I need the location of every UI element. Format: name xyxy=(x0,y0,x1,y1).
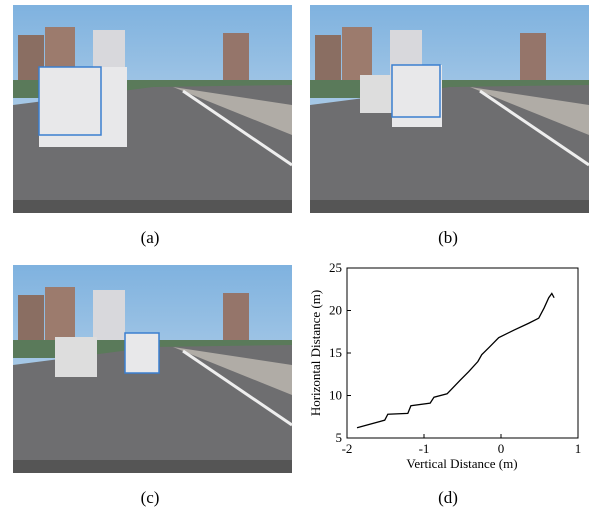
y-axis-label: Horizontal Distance (m) xyxy=(308,290,323,416)
photo-c xyxy=(13,265,292,473)
caption: (b) xyxy=(438,228,458,247)
x-tick-label: 0 xyxy=(498,441,505,456)
figure: (a) (b) (c) (d) Vertical Distance (m) Ho… xyxy=(0,0,589,513)
caption: (a) xyxy=(141,228,160,247)
y-tick-label: 15 xyxy=(329,345,342,360)
caption: (d) xyxy=(438,488,458,507)
y-tick-label: 25 xyxy=(329,260,342,275)
y-tick-label: 5 xyxy=(336,430,343,445)
x-axis-label: Vertical Distance (m) xyxy=(406,456,517,471)
data-line xyxy=(357,294,554,428)
x-tick-label: -1 xyxy=(419,441,430,456)
x-tick-label: -2 xyxy=(342,441,353,456)
x-tick-label: 1 xyxy=(575,441,582,456)
y-tick-label: 10 xyxy=(329,388,342,403)
y-tick-label: 20 xyxy=(329,303,342,318)
photo-b xyxy=(310,5,589,213)
plot-frame xyxy=(347,268,578,438)
photo-a xyxy=(13,5,292,213)
caption: (c) xyxy=(141,488,160,507)
